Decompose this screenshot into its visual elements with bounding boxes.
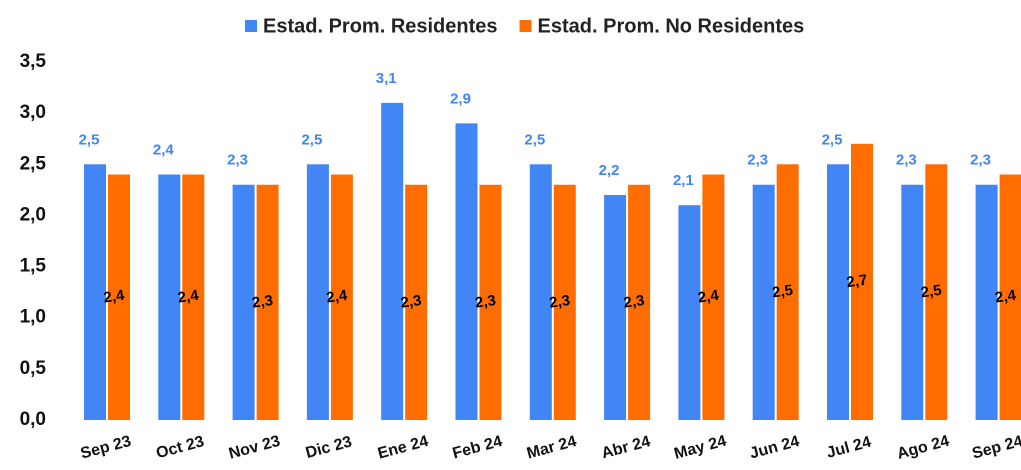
value-label: 2,5 bbox=[301, 131, 322, 148]
value-label: 2,5 bbox=[920, 282, 943, 302]
y-tick-label: 2,5 bbox=[20, 153, 47, 174]
x-tick-label: May 24 bbox=[672, 433, 728, 463]
legend-label: Estad. Prom. Residentes bbox=[263, 15, 498, 37]
bar bbox=[306, 164, 329, 420]
x-tick-label: Mar 24 bbox=[525, 433, 578, 463]
legend-label: Estad. Prom. No Residentes bbox=[538, 15, 805, 37]
bar bbox=[827, 164, 849, 420]
value-label: 2,3 bbox=[251, 292, 274, 312]
y-tick-label: 1,0 bbox=[20, 307, 46, 328]
value-label: 2,4 bbox=[994, 287, 1018, 307]
x-tick-label: Nov 23 bbox=[227, 433, 282, 463]
value-label: 2,3 bbox=[227, 152, 248, 169]
bar bbox=[776, 164, 799, 420]
x-tick-label: Sep 24 bbox=[970, 433, 1021, 463]
value-label: 2,4 bbox=[697, 287, 721, 307]
bar bbox=[975, 184, 998, 420]
bar bbox=[901, 184, 924, 420]
x-tick-label: Feb 24 bbox=[451, 433, 504, 463]
bar bbox=[84, 164, 106, 420]
bar bbox=[925, 164, 948, 420]
x-tick-label: Dic 23 bbox=[304, 433, 354, 462]
bar bbox=[529, 164, 552, 420]
x-tick-label: Ene 24 bbox=[376, 433, 430, 463]
x-tick-label: Oct 23 bbox=[154, 433, 206, 462]
value-label: 2,5 bbox=[822, 131, 843, 148]
value-label: 2,2 bbox=[599, 162, 620, 179]
bar bbox=[479, 184, 502, 420]
y-tick-label: 2,0 bbox=[20, 204, 46, 225]
value-label: 2,5 bbox=[79, 131, 100, 148]
x-tick-label: Ago 24 bbox=[895, 433, 951, 463]
bar bbox=[381, 102, 404, 421]
y-tick-label: 1,5 bbox=[20, 256, 47, 277]
value-label: 2,3 bbox=[970, 152, 991, 169]
value-label: 2,1 bbox=[673, 172, 694, 189]
bar bbox=[405, 184, 428, 420]
bar bbox=[752, 184, 775, 420]
bar bbox=[702, 174, 725, 420]
y-tick-label: 3,0 bbox=[20, 102, 46, 123]
value-label: 2,7 bbox=[845, 272, 868, 292]
bar bbox=[628, 184, 651, 420]
x-tick-label: Abr 24 bbox=[600, 433, 653, 462]
legend-swatch bbox=[519, 20, 532, 32]
value-label: 2,3 bbox=[747, 152, 768, 169]
y-tick-label: 0,5 bbox=[20, 358, 47, 379]
value-label: 2,4 bbox=[325, 287, 349, 307]
bar bbox=[455, 123, 478, 420]
value-label: 2,5 bbox=[524, 131, 545, 148]
bar bbox=[999, 174, 1021, 420]
value-label: 2,3 bbox=[474, 292, 497, 312]
bar bbox=[553, 184, 576, 420]
value-label: 2,9 bbox=[450, 90, 471, 107]
value-label: 2,5 bbox=[771, 282, 794, 302]
y-tick-label: 3,5 bbox=[20, 51, 47, 72]
value-label: 2,3 bbox=[623, 292, 646, 312]
bar bbox=[330, 174, 353, 420]
value-label: 2,3 bbox=[896, 152, 917, 169]
bar bbox=[232, 184, 255, 420]
value-label: 2,4 bbox=[153, 141, 175, 158]
value-label: 2,3 bbox=[548, 292, 571, 312]
x-tick-label: Sep 23 bbox=[79, 433, 133, 463]
bar bbox=[678, 205, 701, 420]
bar bbox=[182, 174, 205, 420]
x-tick-label: Jul 24 bbox=[825, 434, 873, 462]
bar bbox=[851, 143, 873, 421]
value-label: 3,1 bbox=[376, 70, 397, 87]
y-tick-label: 0,0 bbox=[20, 409, 46, 430]
x-tick-label: Jun 24 bbox=[748, 433, 801, 463]
bar bbox=[108, 174, 130, 420]
value-label: 2,3 bbox=[400, 292, 423, 312]
bar bbox=[158, 174, 181, 420]
bar bbox=[604, 194, 627, 420]
bar bbox=[256, 184, 279, 420]
value-label: 2,4 bbox=[177, 287, 201, 307]
value-label: 2,4 bbox=[102, 287, 126, 307]
legend-swatch bbox=[245, 20, 257, 32]
